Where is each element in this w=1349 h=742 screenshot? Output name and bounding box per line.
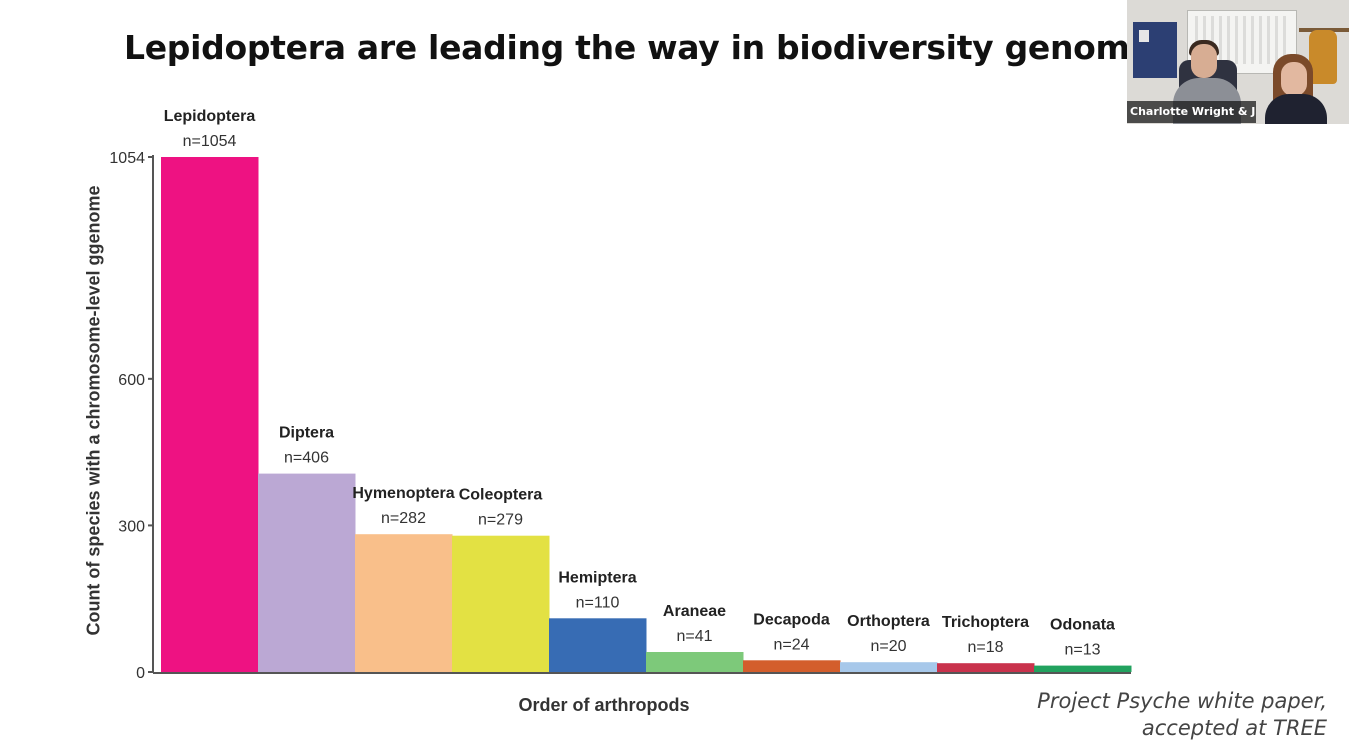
bar-lepidoptera xyxy=(161,157,259,672)
axes-group: 0 300 600 1054 xyxy=(109,150,1131,682)
bar-name-label-decapoda: Decapoda xyxy=(753,611,830,628)
participant-2-body xyxy=(1265,94,1327,124)
bar-name-label-hymenoptera: Hymenoptera xyxy=(352,485,454,502)
bar-coleoptera xyxy=(452,535,550,672)
x-axis-title: Order of arthropods xyxy=(518,695,689,715)
bar-name-label-diptera: Diptera xyxy=(279,425,334,442)
bar-hymenoptera xyxy=(355,534,453,672)
bar-labels-group: Lepidoptera n=1054 Diptera n=406 Hymenoptera… xyxy=(164,108,1115,659)
participant-2-face xyxy=(1281,62,1307,96)
bar-count-label-decapoda: n=24 xyxy=(773,636,809,653)
bar-name-label-hemiptera: Hemiptera xyxy=(558,569,636,586)
bar-name-label-araneae: Araneae xyxy=(663,603,726,620)
bar-odonata xyxy=(1034,665,1132,672)
bar-count-label-hemiptera: n=110 xyxy=(576,594,620,611)
bar-name-label-trichoptera: Trichoptera xyxy=(942,614,1029,631)
video-thumbnail[interactable]: Charlotte Wright & J... xyxy=(1127,0,1349,124)
citation: Project Psyche white paper, accepted at … xyxy=(1037,688,1327,742)
poster-detail xyxy=(1139,30,1149,42)
hanging-coat xyxy=(1309,30,1337,84)
slide-title: Lepidoptera are leading the way in biodi… xyxy=(124,28,1180,67)
bar-name-label-lepidoptera: Lepidoptera xyxy=(164,108,256,125)
bar-count-label-odonata: n=13 xyxy=(1064,642,1100,659)
y-tick-label-300: 300 xyxy=(118,518,145,535)
bar-count-label-coleoptera: n=279 xyxy=(478,512,523,529)
bar-name-label-orthoptera: Orthoptera xyxy=(847,613,930,630)
bars-group xyxy=(161,157,1132,672)
citation-line-1: Project Psyche white paper, xyxy=(1037,689,1327,713)
bar-count-label-orthoptera: n=20 xyxy=(870,638,906,655)
bar-orthoptera xyxy=(840,662,938,672)
participant-1-face xyxy=(1191,44,1217,78)
bar-count-label-araneae: n=41 xyxy=(676,628,712,645)
bar-araneae xyxy=(646,652,744,672)
bar-count-label-hymenoptera: n=282 xyxy=(381,510,426,527)
y-tick-label-600: 600 xyxy=(118,372,145,389)
bar-count-label-lepidoptera: n=1054 xyxy=(183,133,237,150)
bar-name-label-odonata: Odonata xyxy=(1050,617,1115,634)
bar-name-label-coleoptera: Coleoptera xyxy=(459,487,543,504)
bar-count-label-trichoptera: n=18 xyxy=(967,639,1003,656)
bar-diptera xyxy=(258,473,356,672)
bar-trichoptera xyxy=(937,663,1035,672)
y-axis-title: Count of species with a chromosome-level… xyxy=(83,185,103,635)
bar-count-label-diptera: n=406 xyxy=(284,450,329,467)
y-tick-label-0: 0 xyxy=(136,665,145,682)
y-tick-label-1054: 1054 xyxy=(109,150,145,167)
bar-hemiptera xyxy=(549,618,647,672)
participant-name-label: Charlotte Wright & J... xyxy=(1127,101,1256,123)
bar-decapoda xyxy=(743,660,841,672)
citation-line-2: accepted at TREE xyxy=(1141,716,1327,740)
